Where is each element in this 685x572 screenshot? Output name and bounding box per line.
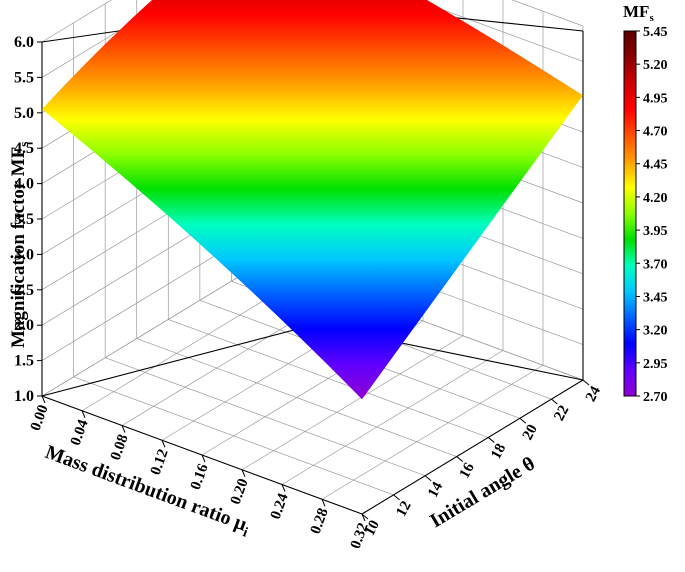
colorbar-title-sub: s bbox=[649, 12, 654, 24]
mu-tick-label: 0.00 bbox=[28, 403, 52, 433]
colorbar-title: MFs bbox=[623, 2, 654, 24]
z-tick-label: 6.0 bbox=[14, 34, 34, 51]
mu-tick-mark bbox=[361, 513, 366, 522]
mu-tick-mark bbox=[281, 484, 286, 492]
mu-tick-label: 0.16 bbox=[188, 461, 212, 492]
z-tick-label: 4.5 bbox=[14, 140, 34, 157]
grid-mu-floor-line bbox=[321, 364, 544, 500]
theta-tick-label: 14 bbox=[425, 479, 446, 500]
mu-tick-mark bbox=[81, 410, 86, 418]
z-axis-title: Magnification factor MFs bbox=[8, 142, 31, 348]
theta-tick-label: 22 bbox=[551, 403, 572, 424]
z-tick-label: 2.0 bbox=[14, 317, 34, 334]
mu-tick-label: 0.12 bbox=[148, 447, 172, 477]
colorbar-tick-label: 5.20 bbox=[643, 58, 668, 73]
colorbar-scale bbox=[623, 30, 637, 397]
colorbar-title-main: MF bbox=[623, 2, 649, 21]
mu-tick-mark bbox=[201, 454, 206, 463]
z-axis-title-main: Magnification factor MF bbox=[8, 147, 29, 348]
grid-theta-floor-line bbox=[73, 376, 394, 496]
mu-tick-label: 0.04 bbox=[68, 417, 92, 448]
theta-tick-mark bbox=[582, 379, 590, 386]
grid-theta-floor-line bbox=[168, 319, 489, 438]
theta-tick-mark bbox=[393, 494, 400, 501]
x-axis-title: Mass distribution ratio μi bbox=[41, 441, 254, 541]
theta-tick-label: 12 bbox=[393, 499, 414, 520]
colorbar-tick-label: 3.70 bbox=[643, 257, 668, 272]
mu-tick-mark bbox=[41, 395, 46, 404]
theta-tick-mark bbox=[456, 456, 464, 462]
theta-tick-label: 20 bbox=[520, 422, 541, 443]
z-tick-label: 4.0 bbox=[14, 176, 34, 193]
z-tick-label: 1.0 bbox=[14, 388, 34, 405]
colorbar: MFs 5.45 5.20 4.95 4.70 4.45 4.20 3.95 3.70 3.45… bbox=[623, 2, 668, 405]
colorbar-tick-label: 4.70 bbox=[643, 125, 668, 140]
colorbar-tick-label: 2.70 bbox=[643, 390, 668, 405]
z-axis-title-sub: s bbox=[16, 142, 31, 147]
colorbar-tick-label: 3.20 bbox=[643, 324, 668, 339]
mu-tick-mark bbox=[161, 440, 166, 448]
edge-floor-left-back bbox=[41, 324, 314, 397]
mu-tick-mark bbox=[121, 425, 126, 433]
colorbar-ticks: 5.45 5.20 4.95 4.70 4.45 4.20 3.95 3.70 3.45 3.20… bbox=[636, 25, 668, 405]
mu-tick-label: 0.08 bbox=[108, 432, 132, 462]
grid-theta-floor-line bbox=[136, 338, 457, 457]
colorbar-tick-label: 5.45 bbox=[643, 25, 668, 40]
axis-ticks: 1.0 1.5 2.0 2.5 3.0 3.5 4.0 4.5 5.0 5.5 6.0 0.00 0.0… bbox=[14, 34, 604, 551]
x-axis-title-main: Mass distribution ratio μ bbox=[42, 441, 250, 536]
z-tick-label: 1.5 bbox=[14, 353, 34, 370]
theta-tick-label: 24 bbox=[583, 383, 604, 404]
mu-tick-mark bbox=[241, 469, 246, 477]
grid-mu-floor-line bbox=[281, 350, 504, 485]
theta-tick-mark bbox=[487, 437, 495, 443]
mu-tick-label: 0.20 bbox=[228, 477, 252, 507]
colorbar-tick-label: 3.45 bbox=[643, 290, 668, 305]
theta-tick-label: 18 bbox=[488, 441, 509, 462]
grid-theta-floor-line bbox=[105, 357, 426, 477]
colorbar-tick-label: 4.45 bbox=[643, 158, 668, 173]
grid-mu-floor-line bbox=[41, 261, 264, 397]
z-tick-label: 5.0 bbox=[14, 105, 34, 122]
mu-tick-label: 0.24 bbox=[268, 491, 292, 522]
theta-tick-mark bbox=[519, 417, 527, 424]
z-tick-label: 3.5 bbox=[14, 211, 34, 228]
theta-tick-mark bbox=[361, 513, 369, 520]
x-axis-title-sub: i bbox=[241, 525, 250, 540]
theta-tick-mark bbox=[551, 398, 558, 405]
z-tick-label: 2.5 bbox=[14, 282, 34, 299]
theta-tick-mark bbox=[424, 475, 432, 482]
grid-z-line bbox=[41, 0, 584, 78]
colorbar-tick-label: 4.20 bbox=[643, 191, 668, 206]
surface-plane bbox=[42, 0, 583, 400]
theta-tick-label: 10 bbox=[362, 518, 383, 539]
edge-front-right bbox=[361, 379, 584, 515]
mu-tick-label: 0.28 bbox=[308, 506, 332, 536]
colorbar-tick-label: 4.95 bbox=[643, 91, 668, 106]
theta-tick-label: 16 bbox=[457, 460, 478, 481]
colorbar-tick-label: 2.95 bbox=[643, 357, 668, 372]
colorbar-tick-label: 3.95 bbox=[643, 224, 668, 239]
mu-tick-mark bbox=[321, 499, 326, 507]
z-tick-label: 3.0 bbox=[14, 246, 34, 263]
grid-mu-floor-line bbox=[241, 335, 464, 471]
z-tick-label: 5.5 bbox=[14, 69, 34, 86]
